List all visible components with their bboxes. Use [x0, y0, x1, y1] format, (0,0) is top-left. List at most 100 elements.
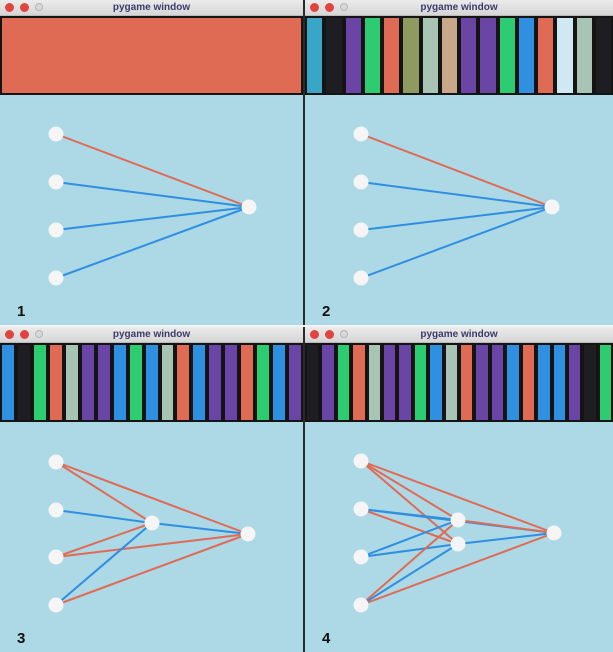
genome-color-band: [305, 16, 613, 95]
gene-bar: [536, 345, 552, 420]
neural-network-diagram: [353, 453, 562, 613]
gene-bar: [143, 345, 160, 420]
gene-bar: [551, 345, 567, 420]
connection-edge: [55, 509, 153, 524]
gene-bar: [366, 345, 383, 420]
network-node: [48, 126, 64, 142]
window-titlebar[interactable]: pygame window: [305, 327, 613, 343]
network-node: [48, 174, 64, 190]
connection-edge: [360, 532, 555, 606]
network-node: [48, 270, 64, 286]
minimize-window-button[interactable]: [20, 330, 29, 339]
window-titlebar[interactable]: pygame window: [305, 0, 613, 16]
network-node: [353, 501, 369, 517]
zoom-window-button[interactable]: [35, 3, 43, 11]
connection-edge: [457, 532, 555, 545]
gene-bar: [305, 345, 321, 420]
gene-bar: [335, 345, 352, 420]
network-node: [48, 502, 64, 518]
neural-network-diagram: [353, 126, 560, 286]
network-node: [48, 222, 64, 238]
gene-bar: [324, 18, 344, 93]
network-node: [353, 549, 369, 565]
connection-edge: [360, 508, 459, 545]
connection-edge: [55, 533, 249, 606]
genome-color-band: [305, 343, 613, 422]
connection-edge: [360, 519, 459, 606]
window-title: pygame window: [112, 329, 191, 340]
network-node: [450, 536, 466, 552]
gene-bar: [428, 345, 444, 420]
connection-edge: [360, 519, 459, 558]
connection-edge: [55, 522, 153, 558]
gene-bar: [343, 18, 363, 93]
gene-bar: [566, 345, 583, 420]
window-titlebar[interactable]: pygame window: [0, 0, 303, 16]
gene-bar: [191, 345, 208, 420]
connection-edge: [360, 181, 553, 208]
zoom-window-button[interactable]: [340, 330, 348, 338]
gene-bar: [478, 18, 498, 93]
connection-edge: [55, 461, 249, 535]
close-window-button[interactable]: [5, 3, 14, 12]
panel-number-label: 3: [17, 630, 26, 647]
gene-bar: [175, 345, 192, 420]
connection-edge: [55, 522, 153, 606]
close-window-button[interactable]: [310, 330, 319, 339]
zoom-window-button[interactable]: [340, 3, 348, 11]
connection-edge: [360, 460, 555, 534]
connection-edge: [360, 133, 553, 208]
pygame-window-4[interactable]: pygame window 4: [305, 327, 613, 652]
pygame-window-2[interactable]: pygame window 2: [305, 0, 613, 325]
network-node: [450, 512, 466, 528]
genome-color-band: [0, 343, 303, 422]
gene-bar: [516, 18, 536, 93]
gene-bar: [474, 345, 490, 420]
close-window-button[interactable]: [5, 330, 14, 339]
minimize-window-button[interactable]: [20, 3, 29, 12]
gene-bar: [207, 345, 224, 420]
gene-bar: [95, 345, 112, 420]
gene-bar: [320, 345, 336, 420]
gene-bar: [412, 345, 429, 420]
network-node: [353, 174, 369, 190]
connection-edge: [55, 533, 249, 558]
close-window-button[interactable]: [310, 3, 319, 12]
network-node: [353, 126, 369, 142]
window-title: pygame window: [420, 2, 498, 13]
connection-edge: [55, 133, 250, 208]
panel-number-label: 2: [322, 303, 331, 320]
connection-edge: [151, 522, 249, 535]
gene-bar: [15, 345, 32, 420]
minimize-window-button[interactable]: [325, 330, 334, 339]
network-node: [241, 199, 257, 215]
pygame-window-1[interactable]: pygame window 1: [0, 0, 303, 325]
gene-bar: [443, 345, 460, 420]
gene-bar: [401, 18, 421, 93]
network-node: [544, 199, 560, 215]
gene-bar: [351, 345, 367, 420]
minimize-window-button[interactable]: [325, 3, 334, 12]
gene-bar: [305, 18, 325, 93]
gene-bar: [127, 345, 144, 420]
pygame-window-3[interactable]: pygame window 3: [0, 327, 303, 652]
gene-bar: [439, 18, 459, 93]
panel-number-label: 1: [17, 303, 26, 320]
connection-edge: [55, 206, 250, 279]
gene-bar: [420, 18, 440, 93]
gene-bar: [79, 345, 96, 420]
window-divider-horizontal: [0, 325, 613, 327]
zoom-window-button[interactable]: [35, 330, 43, 338]
network-node: [48, 597, 64, 613]
connection-edge: [360, 460, 459, 545]
connection-edge: [360, 543, 459, 558]
gene-bar: [0, 345, 16, 420]
gene-bar: [520, 345, 537, 420]
window-titlebar[interactable]: pygame window: [0, 327, 303, 343]
network-node: [353, 597, 369, 613]
gene-bar: [459, 18, 479, 93]
network-node: [48, 454, 64, 470]
gene-bar: [255, 345, 272, 420]
connection-edge: [360, 206, 553, 231]
gene-bar: [159, 345, 176, 420]
